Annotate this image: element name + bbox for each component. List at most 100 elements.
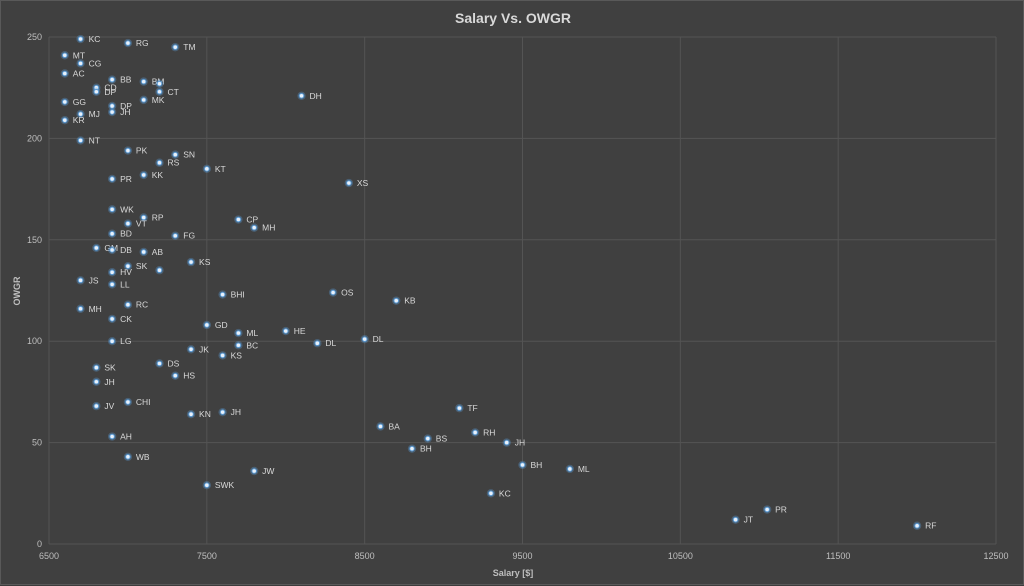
point-marker [377,423,384,430]
scatter-point: DB [107,245,132,255]
point-marker [409,445,415,452]
point-marker [282,328,289,334]
point-label: ML [578,464,590,474]
scatter-point: KK [139,170,163,180]
point-label: MT [73,50,85,60]
point-marker [298,93,305,99]
point-marker [172,151,179,158]
point-marker [125,147,131,154]
point-marker [77,137,84,144]
scatter-point: BH [407,444,432,454]
point-label: HV [120,267,132,277]
point-label: RP [152,212,164,222]
scatter-point: JT [731,515,753,525]
scatter-point: SWK [202,480,235,490]
point-label: BC [246,340,258,350]
point-marker [732,516,739,523]
point-label: KS [231,350,243,360]
point-label: DP [120,101,132,111]
scatter-point: PK [123,146,148,156]
point-marker [109,176,115,182]
y-axis-ticks: 0 50 100 150 200 250 [27,32,42,549]
scatter-point: ML [565,464,590,474]
point-label: JH [104,377,114,387]
point-label: KS [199,257,211,267]
point-label: CP [246,215,258,225]
x-tick-label: 7500 [197,551,217,561]
scatter-point: HE [281,326,306,336]
point-label: DL [373,334,384,344]
x-axis-ticks: 6500 7500 8500 9500 10500 11500 12500 [39,551,1009,561]
scatter-point: CP [234,215,259,225]
scatter-point: MH [249,223,275,233]
point-marker [109,269,115,276]
scatter-point: XS [344,178,369,188]
gridlines [48,36,997,545]
point-label: JS [89,275,99,285]
point-marker [77,60,84,67]
y-axis-title: OWGR [12,276,22,305]
scatter-point: KC [76,34,100,44]
x-tick-label: 8500 [355,551,375,561]
point-label: SK [136,261,148,271]
scatter-point: LL [107,279,130,289]
point-marker [188,346,194,353]
point-marker [125,399,131,405]
point-label: RG [136,38,149,48]
point-label: CHI [136,397,151,407]
scatter-point: KS [218,350,242,360]
scatter-point: SK [123,261,148,271]
point-marker [172,372,179,379]
scatter-point: DH [297,91,322,101]
scatter-point: LG [107,336,131,346]
point-label: GG [73,97,86,107]
point-label: CD [104,83,116,93]
point-label: DS [167,359,179,369]
point-label: AB [152,247,164,257]
point-marker [140,214,147,221]
point-marker [125,40,131,46]
point-label: RF [925,521,936,531]
point-marker [125,301,131,308]
scatter-point: CD [92,83,117,93]
point-marker [61,52,68,59]
y-tick-label: 250 [27,32,42,42]
scatter-point: JH [502,438,525,448]
point-label: BH [420,444,432,454]
point-marker [93,245,100,251]
point-label: KN [199,409,211,419]
point-label: RS [167,158,179,168]
point-marker [172,44,179,50]
point-label: MJ [89,109,100,119]
point-marker [172,232,179,239]
point-label: AH [120,432,132,442]
point-label: CT [167,87,178,97]
x-tick-label: 11500 [826,551,850,561]
scatter-point: BD [107,229,132,239]
point-marker [204,166,210,172]
point-marker [219,291,226,298]
point-label: BB [120,75,132,85]
point-label: TM [183,42,195,52]
point-label: PR [120,174,132,184]
point-marker [61,117,68,123]
point-label: MK [152,95,165,105]
x-axis-title: Salary [$] [493,568,534,578]
point-marker [204,322,210,328]
point-label: VT [136,219,147,229]
point-marker [156,267,163,274]
point-label: BA [388,421,400,431]
point-marker [330,289,336,296]
scatter-point: RP [139,212,164,222]
scatter-point: JK [186,344,209,354]
point-marker [204,482,210,488]
scatter-point: RF [912,521,936,531]
scatter-point: MH [76,304,102,314]
point-label: PR [775,505,787,515]
point-marker [125,220,131,227]
point-marker [393,297,400,304]
point-marker [77,111,84,117]
point-label: OS [341,288,354,298]
point-label: HE [294,326,306,336]
